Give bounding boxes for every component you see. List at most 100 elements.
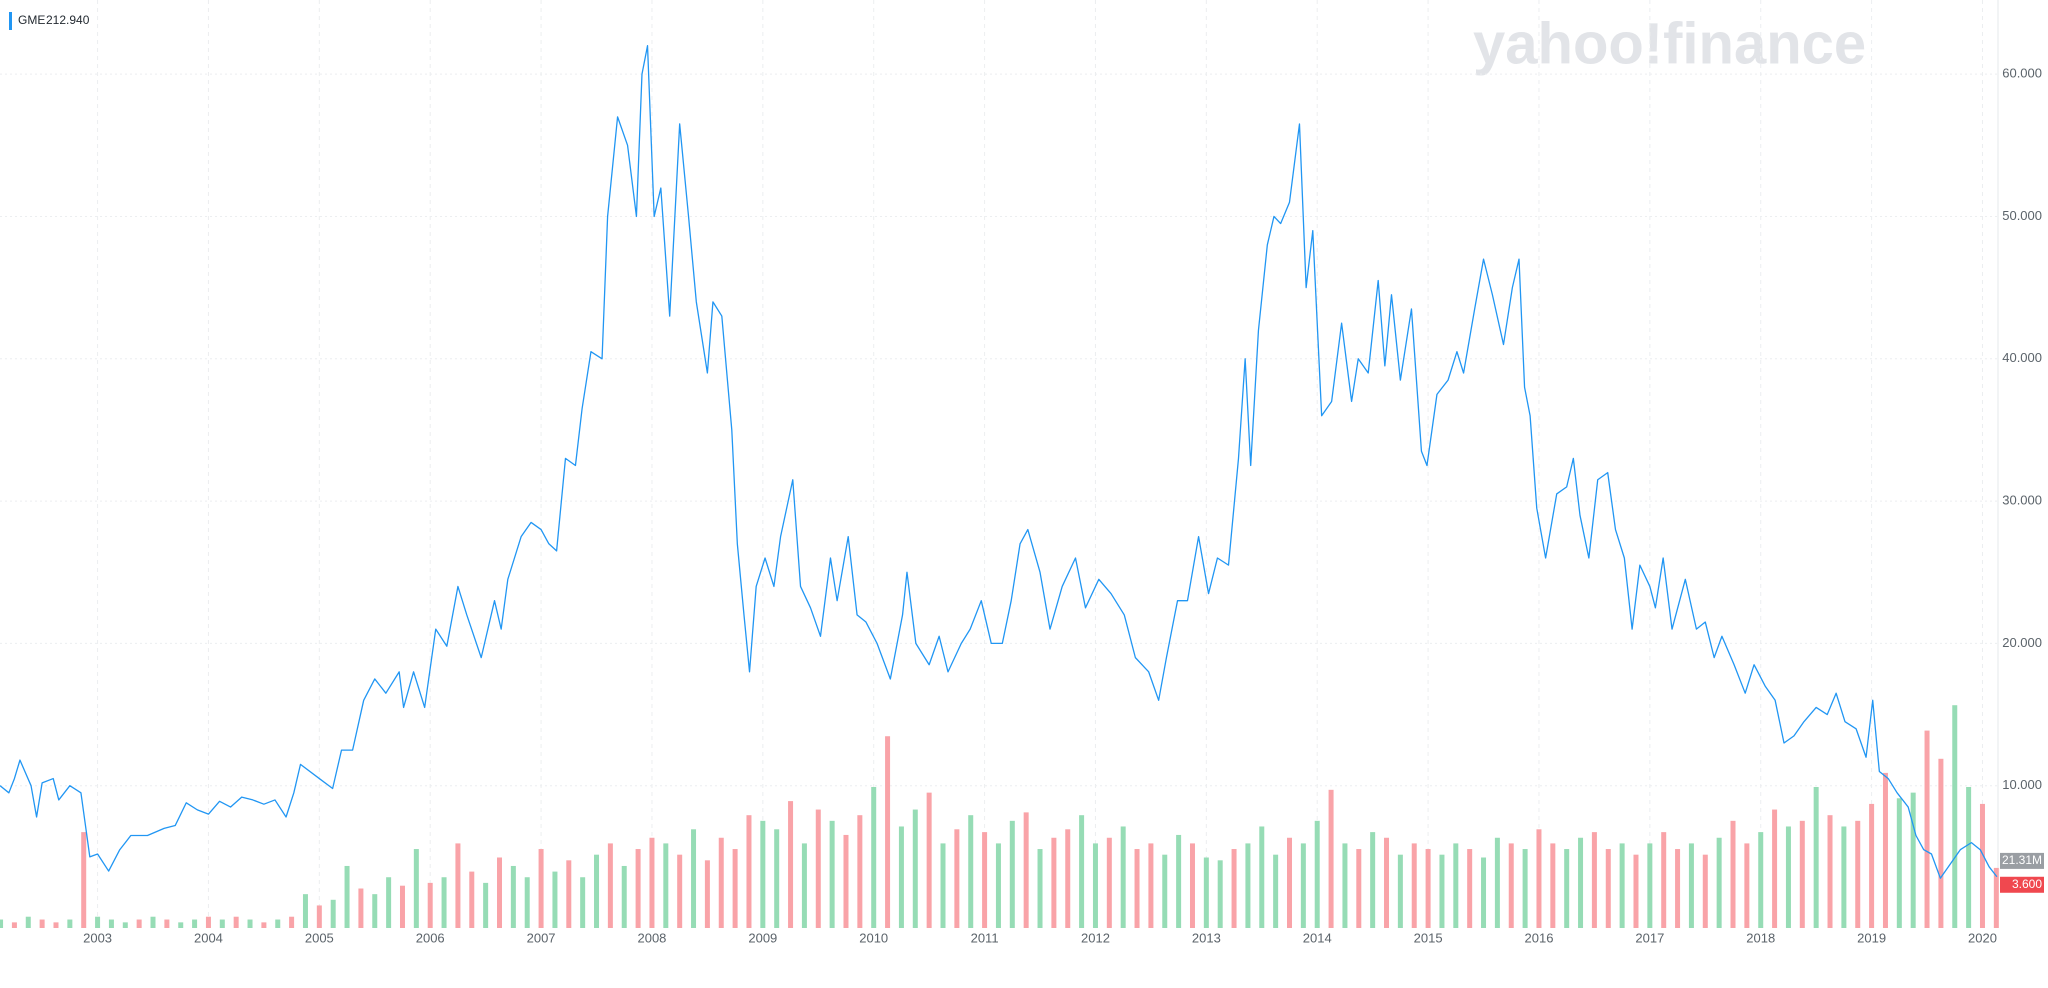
volume-bar	[11, 922, 17, 928]
price-line	[0, 45, 1998, 879]
legend-swatch	[9, 12, 12, 30]
volume-bar	[1162, 854, 1168, 928]
last-value-tag: 3.600	[2000, 876, 2044, 893]
volume-bar	[1882, 772, 1888, 928]
volume-bar	[1134, 849, 1140, 928]
volume-bar	[1758, 832, 1764, 928]
volume-bar	[358, 888, 364, 928]
volume-bar	[1716, 837, 1722, 928]
volume-bar	[455, 843, 461, 928]
volume-bar	[843, 834, 849, 928]
volume-bar	[1799, 820, 1805, 928]
grid	[0, 0, 1998, 928]
x-tick-label: 2005	[305, 930, 334, 945]
x-tick-label: 2008	[637, 930, 666, 945]
x-tick-label: 2009	[748, 930, 777, 945]
volume-bar	[691, 829, 697, 928]
volume-bar	[1661, 832, 1667, 928]
volume-bar	[275, 919, 281, 928]
y-tick-label: 50.000	[2002, 208, 2042, 223]
volume-bar	[25, 916, 31, 928]
volume-bar	[316, 905, 322, 928]
volume-bar	[538, 849, 544, 928]
volume-bar	[372, 894, 378, 928]
x-tick-label: 2014	[1303, 930, 1332, 945]
volume-bar	[1065, 829, 1071, 928]
volume-bar	[580, 877, 586, 928]
volume-bar	[1120, 826, 1126, 928]
volume-bar	[1217, 860, 1223, 928]
y-tick-label: 60.000	[2002, 66, 2042, 81]
last-value-bg	[2000, 852, 2044, 869]
y-tick-label: 10.000	[2002, 777, 2042, 792]
volume-bar	[1869, 803, 1875, 928]
volume-bar	[1550, 843, 1556, 928]
volume-bar	[469, 871, 475, 928]
volume-bar	[1605, 849, 1611, 928]
volume-bar	[261, 922, 267, 928]
volume-bar	[1647, 843, 1653, 928]
volume-bar	[760, 820, 766, 928]
x-tick-label: 2019	[1857, 930, 1886, 945]
volume-bar	[1189, 843, 1195, 928]
volume-bar	[1342, 843, 1348, 928]
volume-bar	[1453, 843, 1459, 928]
volume-bar	[302, 894, 308, 928]
volume-bar	[1203, 857, 1209, 928]
x-tick-label: 2006	[416, 930, 445, 945]
volume-bar	[1397, 854, 1403, 928]
volume-bar	[441, 877, 447, 928]
volume-bar	[205, 916, 211, 928]
volume-bar	[1370, 832, 1376, 928]
x-tick-label: 2017	[1635, 930, 1664, 945]
volume-bar	[1245, 843, 1251, 928]
volume-bar	[1106, 837, 1112, 928]
volume-bar	[1481, 857, 1487, 928]
volume-bar	[136, 919, 142, 928]
volume-bar	[954, 829, 960, 928]
volume-bar	[1009, 820, 1015, 928]
volume-bar	[718, 837, 724, 928]
volume-bar	[1231, 849, 1237, 928]
volume-bar	[1176, 834, 1182, 928]
volume-bar	[1356, 849, 1362, 928]
legend-label: GME	[18, 13, 45, 27]
volume-bar	[1924, 730, 1930, 928]
volume-bar	[1633, 854, 1639, 928]
volume-bar	[1979, 803, 1985, 928]
volume-bar	[1079, 815, 1085, 928]
volume-bar	[801, 843, 807, 928]
x-tick-label: 2004	[194, 930, 223, 945]
volume-bar	[1772, 809, 1778, 928]
volume-bar	[178, 922, 184, 928]
volume-bar	[1855, 820, 1861, 928]
x-tick-label: 2015	[1414, 930, 1443, 945]
volume-bar	[912, 809, 918, 928]
volume-bar	[399, 885, 405, 928]
volume-bar	[1467, 849, 1473, 928]
volume-bar	[1259, 826, 1265, 928]
volume-bar	[108, 919, 114, 928]
volume-bar	[289, 916, 295, 928]
volume-bar	[1037, 849, 1043, 928]
legend: GME 212.940	[9, 12, 90, 30]
y-tick-label: 20.000	[2002, 635, 2042, 650]
volume-bar	[1702, 854, 1708, 928]
last-value-bg	[2000, 876, 2044, 893]
x-tick-label: 2016	[1525, 930, 1554, 945]
volume-bar	[524, 877, 530, 928]
volume-bar	[39, 919, 45, 928]
volume-bar	[607, 843, 613, 928]
volume-bar	[1508, 843, 1514, 928]
volume-bar	[649, 837, 655, 928]
volume-bar	[1425, 849, 1431, 928]
volume-bar	[247, 919, 253, 928]
volume-bar	[413, 849, 419, 928]
volume-bar	[81, 832, 87, 928]
volume-bar	[663, 843, 669, 928]
volume-bar	[982, 832, 988, 928]
volume-bar	[815, 809, 821, 928]
volume-bar	[1730, 820, 1736, 928]
volume-bar	[330, 899, 336, 928]
